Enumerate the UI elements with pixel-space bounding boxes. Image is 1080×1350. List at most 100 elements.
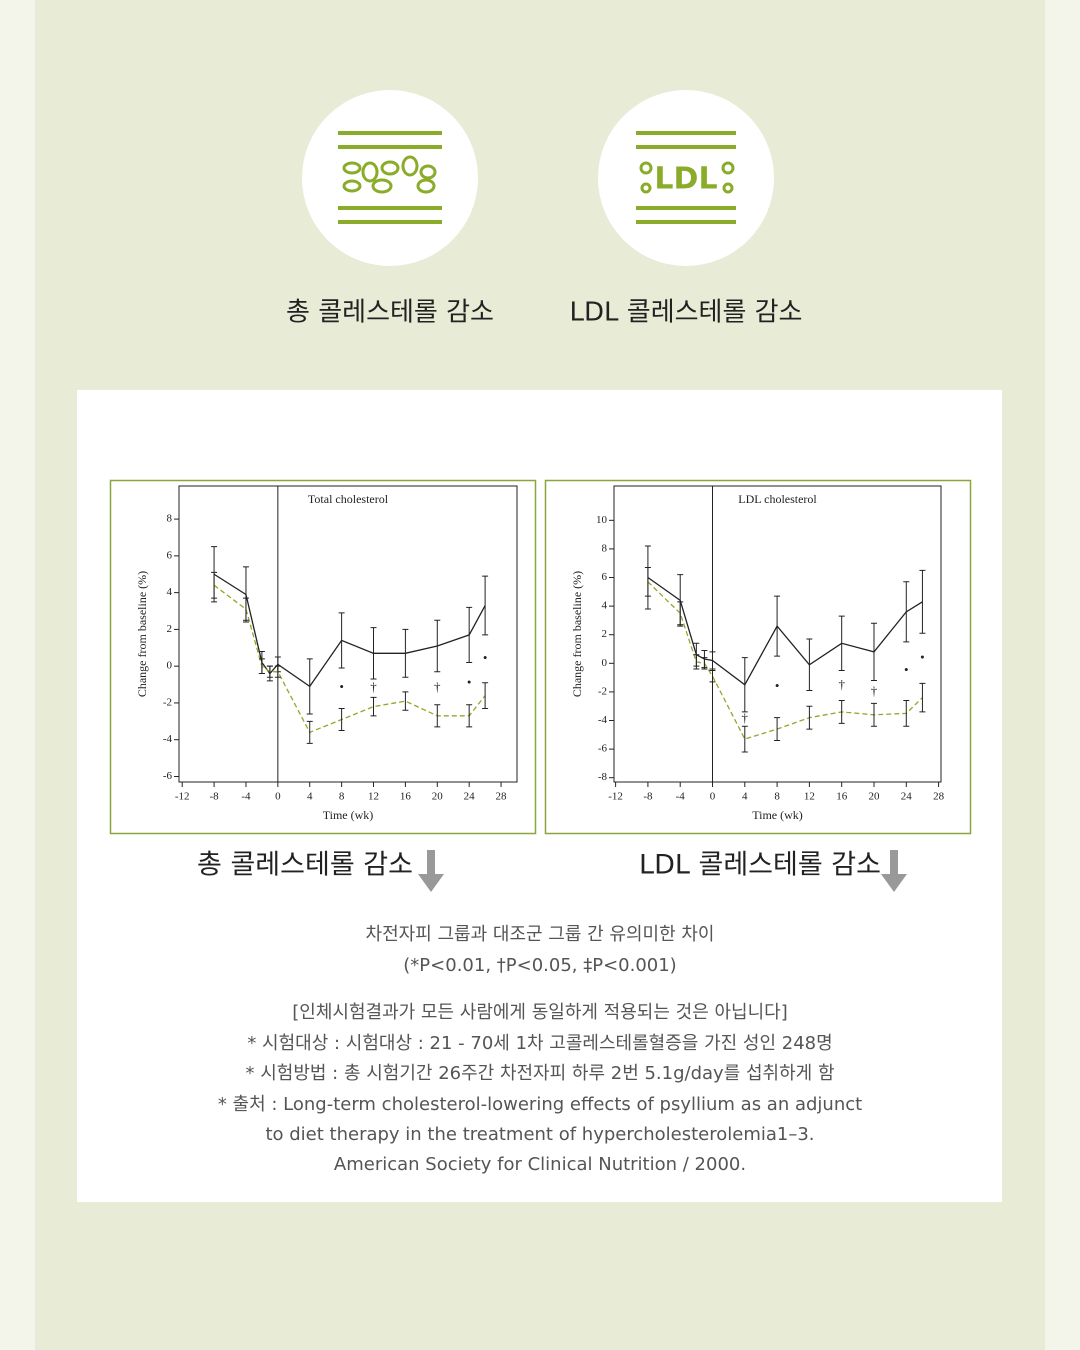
error-bar bbox=[806, 638, 813, 691]
y-tick-label: -2 bbox=[163, 696, 172, 708]
error-bar bbox=[306, 658, 313, 715]
error-bar bbox=[903, 581, 910, 643]
note-summary: 차전자피 그룹과 대조군 그룹 간 유의미한 차이 bbox=[366, 924, 715, 945]
error-bar bbox=[838, 699, 845, 724]
chart-box bbox=[109, 479, 537, 835]
feature-label: 총 콜레스테롤 감소 bbox=[286, 298, 494, 328]
x-tick-label: 20 bbox=[868, 791, 880, 803]
vessel-icon bbox=[338, 131, 442, 224]
series-line bbox=[213, 584, 486, 734]
chart-title: Total cholesterol bbox=[308, 492, 389, 506]
y-tick-label: 0 bbox=[602, 657, 608, 669]
significance-marker: † bbox=[370, 679, 377, 694]
x-tick-label: -4 bbox=[241, 791, 251, 803]
x-tick-label: 4 bbox=[742, 791, 748, 803]
y-tick-label: -8 bbox=[598, 771, 608, 783]
ldl-icon bbox=[636, 131, 736, 224]
x-tick-label: 28 bbox=[496, 791, 508, 803]
y-tick-label: 6 bbox=[167, 549, 173, 561]
y-tick-label: -6 bbox=[598, 743, 608, 755]
chart-caption: LDL 콜레스테롤 감소 bbox=[639, 850, 881, 881]
significance-marker: • bbox=[920, 649, 925, 664]
y-axis-label: Change from baseline (%) bbox=[570, 571, 584, 697]
y-tick-label: -6 bbox=[163, 770, 173, 782]
error-bar bbox=[482, 682, 489, 709]
error-bar bbox=[709, 669, 716, 683]
x-axis-label: Time (wk) bbox=[752, 808, 803, 822]
chart-title: LDL cholesterol bbox=[738, 492, 817, 506]
x-tick-label: 16 bbox=[836, 791, 848, 803]
icon-circle bbox=[302, 90, 478, 266]
y-tick-label: 2 bbox=[602, 628, 608, 640]
y-tick-label: 4 bbox=[602, 600, 608, 612]
error-bar bbox=[693, 654, 700, 670]
x-tick-label: -12 bbox=[175, 791, 190, 803]
note-detail: * 시험대상 : 시험대상 : 21 - 70세 1차 고콜레스테롤혈증을 가진… bbox=[247, 1033, 832, 1054]
error-bar bbox=[903, 699, 910, 727]
error-bar bbox=[741, 657, 748, 713]
error-bar bbox=[919, 682, 926, 713]
x-tick-label: -4 bbox=[676, 791, 686, 803]
error-bar bbox=[806, 705, 813, 730]
x-tick-label: 0 bbox=[710, 791, 716, 803]
error-bar bbox=[370, 627, 377, 680]
error-bar bbox=[402, 628, 409, 678]
significance-marker: • bbox=[904, 662, 909, 677]
error-bar bbox=[741, 725, 748, 753]
y-tick-label: 2 bbox=[167, 623, 173, 635]
error-bar bbox=[919, 569, 926, 634]
error-bar bbox=[466, 704, 473, 728]
x-tick-label: -12 bbox=[608, 791, 623, 803]
error-bar bbox=[338, 707, 345, 732]
x-tick-label: 28 bbox=[933, 791, 945, 803]
y-tick-label: -4 bbox=[598, 714, 608, 726]
error-bar bbox=[677, 601, 684, 626]
x-tick-label: 20 bbox=[432, 791, 444, 803]
significance-marker: † bbox=[871, 683, 878, 698]
chart: Total cholesterol Change from baseline (%… bbox=[135, 485, 518, 822]
x-tick-label: 0 bbox=[275, 791, 281, 803]
error-bar bbox=[701, 657, 708, 670]
down-arrow-icon bbox=[418, 850, 444, 892]
series-line bbox=[647, 581, 923, 740]
note-detail: [인체시험결과가 모든 사람에게 동일하게 적용되는 것은 아닙니다] bbox=[292, 1002, 788, 1023]
chart: LDL cholesterol Change from baseline (%) T… bbox=[570, 485, 945, 822]
chart-caption: 총 콜레스테롤 감소 bbox=[197, 850, 413, 881]
icon-text: LDL bbox=[654, 162, 717, 197]
y-tick-label: -2 bbox=[598, 685, 607, 697]
error-bar bbox=[370, 696, 377, 717]
chart-box bbox=[544, 479, 972, 835]
x-tick-label: 24 bbox=[901, 791, 913, 803]
x-tick-label: 8 bbox=[774, 791, 780, 803]
y-tick-label: -4 bbox=[163, 733, 173, 745]
notes: 차전자피 그룹과 대조군 그룹 간 유의미한 차이 (*P<0.01, †P<0.… bbox=[218, 924, 862, 1175]
panel bbox=[77, 390, 1002, 1202]
error-bar bbox=[870, 622, 877, 681]
error-bar bbox=[774, 595, 781, 657]
error-bar bbox=[774, 717, 781, 742]
series-line bbox=[647, 576, 923, 686]
x-tick-label: -8 bbox=[209, 791, 219, 803]
x-tick-label: 8 bbox=[339, 791, 345, 803]
note-detail: to diet therapy in the treatment of hype… bbox=[265, 1124, 814, 1145]
error-bar bbox=[434, 619, 441, 673]
error-bar bbox=[644, 567, 651, 597]
x-tick-label: -8 bbox=[643, 791, 653, 803]
significance-marker: • bbox=[467, 675, 472, 690]
y-tick-label: 10 bbox=[596, 514, 608, 526]
error-bar bbox=[266, 665, 273, 678]
error-bar bbox=[338, 612, 345, 669]
significance-marker: • bbox=[775, 678, 780, 693]
error-bar bbox=[482, 575, 489, 636]
x-tick-label: 24 bbox=[464, 791, 476, 803]
y-axis-label: Change from baseline (%) bbox=[135, 571, 149, 697]
significance-marker: † bbox=[434, 679, 441, 694]
error-bar bbox=[466, 606, 473, 663]
error-bar bbox=[242, 597, 249, 621]
error-bar bbox=[306, 720, 313, 744]
error-bar bbox=[211, 571, 218, 599]
y-tick-label: 4 bbox=[167, 586, 173, 598]
error-bar bbox=[870, 702, 877, 727]
plot-frame bbox=[178, 485, 518, 783]
